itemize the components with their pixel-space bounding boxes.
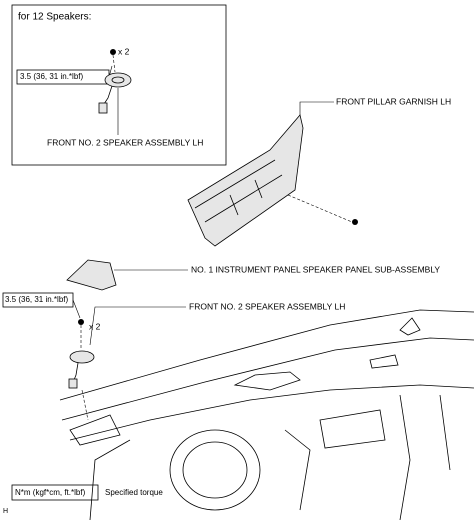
dash-line — [112, 54, 116, 73]
callout: FRONT NO. 2 SPEAKER ASSEMBLY LH — [189, 301, 345, 311]
torque: 3.5 (36, 31 in.*lbf) — [20, 72, 83, 81]
leader — [72, 299, 81, 319]
legend-text: Specified torque — [105, 488, 163, 497]
speaker — [104, 72, 132, 88]
callout: FRONT NO. 2 SPEAKER ASSEMBLY LH — [47, 137, 203, 147]
callout: FRONT PILLAR GARNISH LH — [336, 96, 451, 106]
quantity: x 2 — [118, 46, 130, 56]
inset: for 12 Speakers: x 2 3.5 (36, 31 in.*lbf… — [11, 4, 227, 166]
speaker-panel — [66, 259, 117, 291]
garnish-detail — [194, 159, 283, 223]
legend-symbol: N*m (kgf*cm, ft.*lbf) — [15, 488, 86, 497]
screw — [78, 319, 84, 325]
leader — [89, 306, 186, 346]
screw — [110, 49, 116, 55]
dashboard — [59, 309, 474, 520]
cable — [103, 85, 113, 105]
speaker — [69, 350, 95, 364]
connector — [68, 378, 78, 389]
inset-frame — [11, 4, 227, 166]
cable — [73, 362, 79, 381]
legend-box — [11, 484, 99, 501]
speaker-cone — [111, 76, 125, 84]
pillar-garnish — [187, 114, 304, 247]
connector — [98, 102, 108, 114]
quantity: x 2 — [89, 321, 101, 331]
torque: 3.5 (36, 31 in.*lbf) — [5, 295, 68, 304]
inset-title: for 12 Speakers: — [18, 12, 91, 23]
clip — [352, 219, 358, 225]
dash-line — [287, 194, 353, 223]
callout: NO. 1 INSTRUMENT PANEL SPEAKER PANEL SUB… — [191, 264, 440, 274]
leader — [299, 101, 334, 115]
figure-code: H — [3, 508, 8, 515]
